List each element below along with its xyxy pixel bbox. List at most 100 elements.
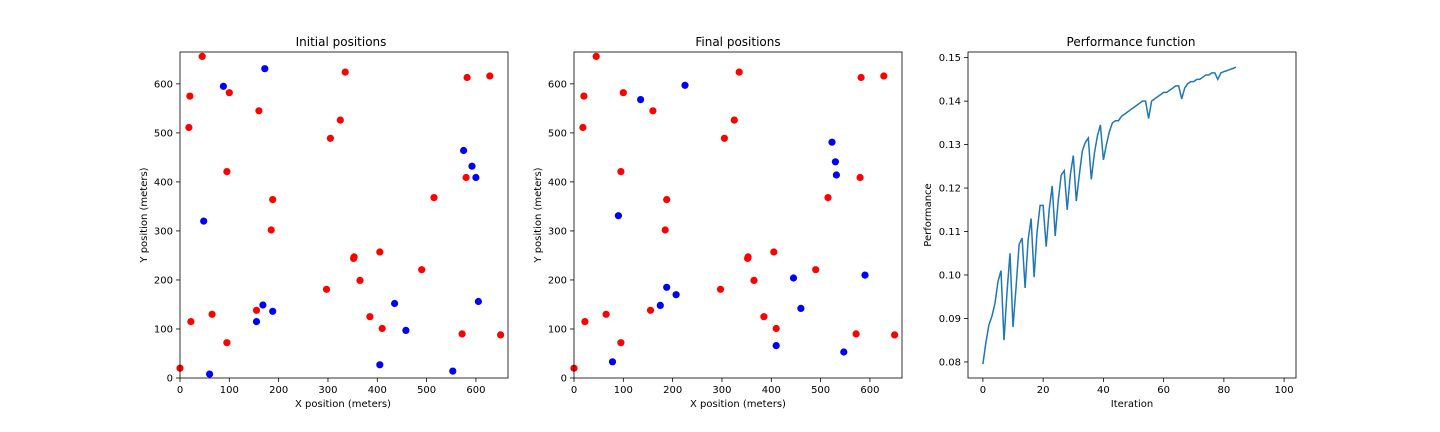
y-tick-label: 0.10 xyxy=(939,270,961,281)
y-axis-label: Performance xyxy=(923,183,934,246)
x-tick-label: 100 xyxy=(614,385,633,396)
red-point xyxy=(208,310,216,318)
red-point xyxy=(760,313,768,321)
blue-point xyxy=(468,162,476,170)
blue-point xyxy=(614,212,623,220)
y-tick-label: 200 xyxy=(548,275,567,286)
red-point xyxy=(646,306,655,314)
x-tick-label: 500 xyxy=(417,385,436,396)
red-point xyxy=(852,330,860,338)
red-point xyxy=(223,339,231,347)
blue-point xyxy=(861,271,869,279)
blue-point xyxy=(391,299,399,308)
red-point xyxy=(617,339,625,347)
red-point xyxy=(341,68,349,76)
red-point xyxy=(617,168,625,176)
blue-point xyxy=(656,301,664,309)
red-point xyxy=(267,226,275,234)
red-point xyxy=(735,68,743,76)
red-point xyxy=(770,248,778,256)
x-tick-label: 600 xyxy=(860,385,879,396)
chart-title: Final positions xyxy=(695,35,780,49)
panel-final-positions: Final positions X position (meters) Y po… xyxy=(533,35,903,410)
blue-point xyxy=(637,96,645,104)
y-axis-label: Y position (meters) xyxy=(139,167,150,263)
blue-point xyxy=(672,291,680,299)
red-point xyxy=(856,173,864,182)
y-tick-label: 600 xyxy=(548,79,567,90)
red-point xyxy=(661,226,669,234)
blue-point xyxy=(608,358,617,366)
y-tick-label: 0.13 xyxy=(939,140,961,151)
x-tick-label: 100 xyxy=(220,385,239,396)
red-point xyxy=(580,92,588,100)
blue-point xyxy=(681,81,689,89)
red-point xyxy=(592,52,600,61)
y-tick-label: 200 xyxy=(154,275,173,286)
red-point xyxy=(579,123,587,132)
blue-point xyxy=(663,283,671,291)
axes-frame xyxy=(967,51,1297,379)
x-tick-label: 60 xyxy=(1157,385,1170,396)
red-point xyxy=(366,313,374,321)
blue-point xyxy=(269,307,277,315)
blue-point xyxy=(472,173,480,182)
x-axis-label: X position (meters) xyxy=(690,399,786,410)
red-point xyxy=(619,89,627,97)
red-point xyxy=(602,310,610,318)
red-point xyxy=(663,196,671,204)
red-point xyxy=(336,116,344,124)
blue-point xyxy=(832,171,841,179)
red-point xyxy=(418,266,426,274)
red-point xyxy=(269,196,277,204)
red-point xyxy=(225,89,233,97)
red-point xyxy=(497,331,505,339)
x-tick-label: 300 xyxy=(318,385,337,396)
red-point xyxy=(857,73,865,82)
y-tick-label: 0.14 xyxy=(939,97,961,108)
y-tick-label: 600 xyxy=(154,79,173,90)
red-point xyxy=(772,324,780,333)
red-point xyxy=(255,107,263,115)
x-tick-label: 100 xyxy=(1275,385,1294,396)
blue-point xyxy=(831,158,840,166)
y-tick-label: 0.15 xyxy=(939,53,961,64)
y-tick-label: 400 xyxy=(548,177,567,188)
red-point xyxy=(720,134,729,142)
x-axis-label: Iteration xyxy=(1111,399,1153,410)
x-tick-label: 600 xyxy=(466,385,485,396)
red-point xyxy=(730,116,738,124)
red-point xyxy=(252,306,261,314)
x-tick-label: 500 xyxy=(811,385,830,396)
blue-point xyxy=(259,301,267,309)
axes-frame xyxy=(179,51,509,379)
red-point xyxy=(198,52,206,61)
y-tick-label: 0 xyxy=(167,374,173,385)
blue-point xyxy=(402,326,410,334)
red-point xyxy=(322,285,331,293)
blue-point xyxy=(474,297,482,306)
performance-line xyxy=(982,66,1237,365)
red-point xyxy=(350,254,358,262)
red-point xyxy=(716,285,725,293)
y-tick-label: 400 xyxy=(154,177,173,188)
y-axis-label: Y position (meters) xyxy=(533,167,544,263)
x-tick-label: 200 xyxy=(269,385,288,396)
red-point xyxy=(812,266,820,274)
red-point xyxy=(378,324,386,333)
panel-performance-function: Performance function Iteration Performan… xyxy=(923,35,1297,410)
x-tick-label: 20 xyxy=(1037,385,1050,396)
panel-initial-positions: Initial positions X position (meters) Y … xyxy=(139,35,509,410)
blue-point xyxy=(449,367,457,375)
red-point xyxy=(880,72,888,80)
red-point xyxy=(187,318,195,326)
y-tick-label: 300 xyxy=(548,226,567,237)
chart-title: Initial positions xyxy=(296,35,387,49)
x-tick-label: 300 xyxy=(712,385,731,396)
y-tick-label: 0.11 xyxy=(939,227,961,238)
y-tick-label: 100 xyxy=(154,324,173,335)
red-point xyxy=(430,194,438,202)
y-tick-label: 100 xyxy=(548,324,567,335)
blue-point xyxy=(376,361,384,369)
red-point xyxy=(824,194,832,202)
